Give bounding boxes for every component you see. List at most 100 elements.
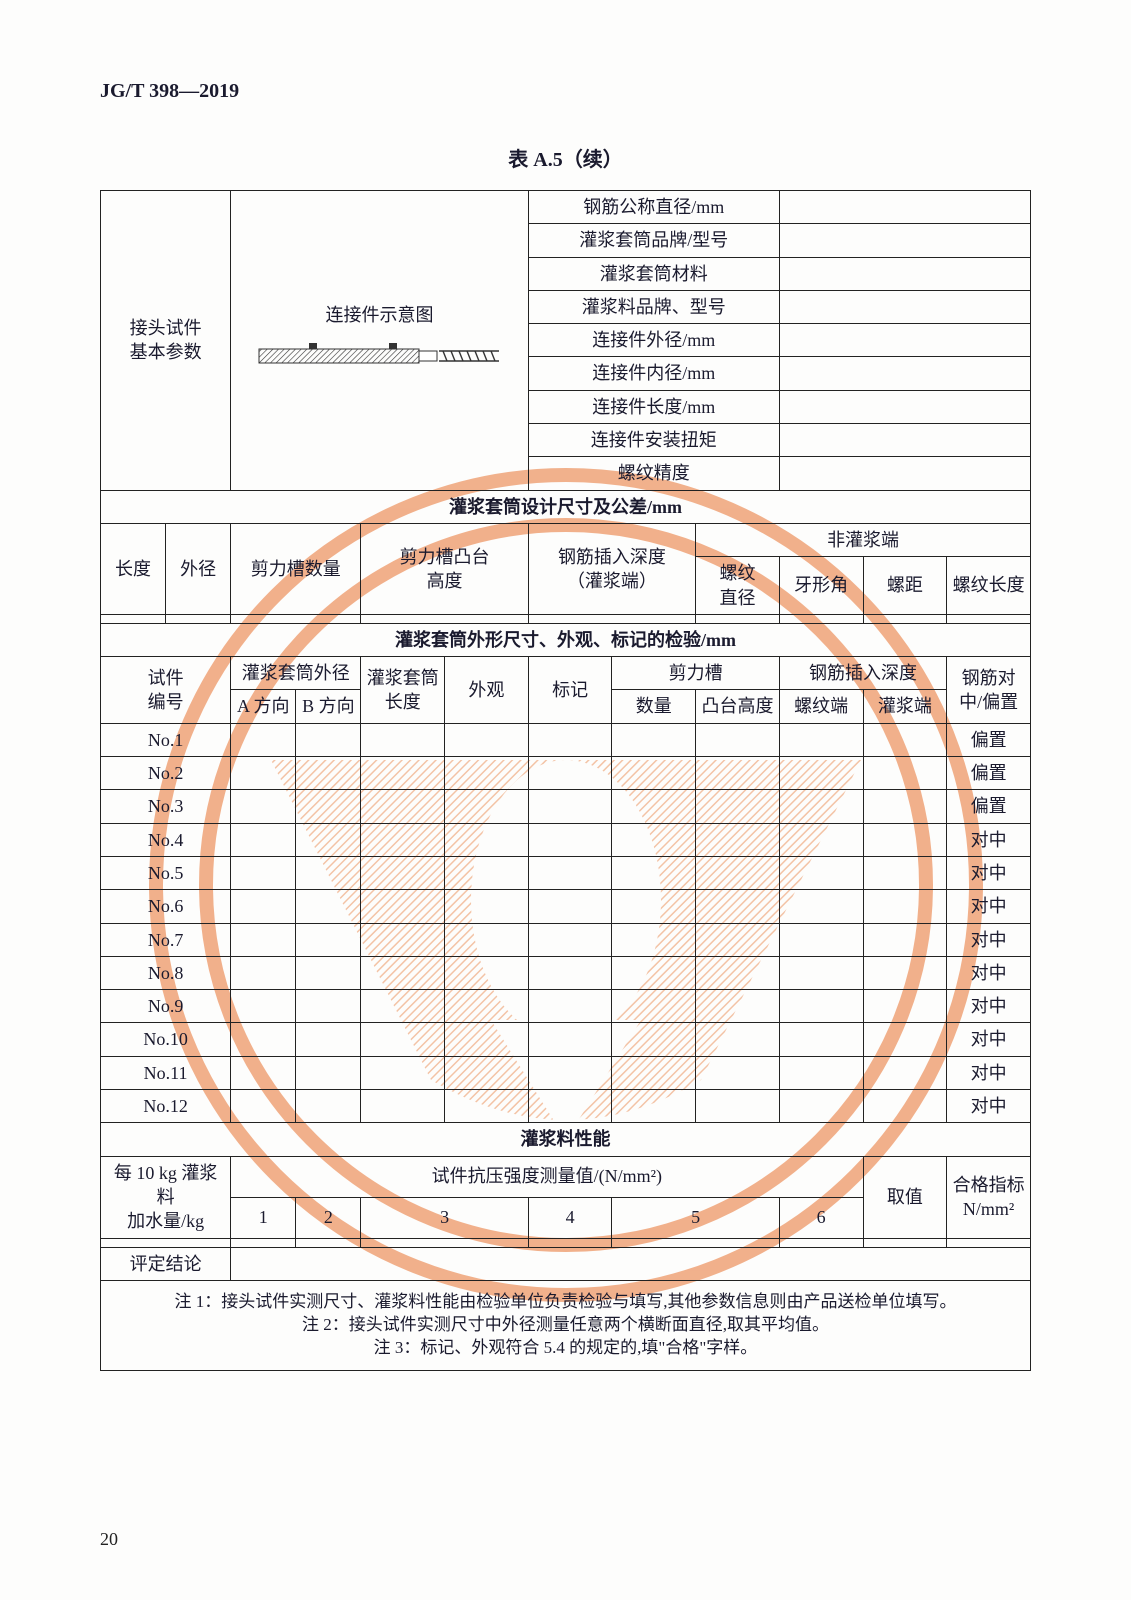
data-cell	[612, 990, 696, 1023]
strength-col: 2	[296, 1197, 361, 1238]
data-cell	[101, 1238, 231, 1247]
data-cell	[528, 956, 612, 989]
data-cell	[445, 823, 529, 856]
data-cell	[779, 723, 863, 756]
data-cell	[696, 923, 780, 956]
water-label: 每 10 kg 灌浆料 加水量/kg	[101, 1156, 231, 1238]
data-cell	[779, 757, 863, 790]
col-outer-dia: 外径	[166, 523, 231, 614]
align-value: 对中	[947, 923, 1031, 956]
data-cell	[863, 1023, 947, 1056]
conclusion-label: 评定结论	[101, 1247, 231, 1280]
col-shear-group: 剪力槽	[612, 657, 779, 690]
data-cell	[361, 956, 445, 989]
data-cell	[612, 856, 696, 889]
document-code: JG/T 398—2019	[100, 80, 1031, 103]
col-tooth-angle: 牙形角	[779, 557, 863, 615]
strength-col: 5	[612, 1197, 779, 1238]
param-label: 连接件内径/mm	[528, 357, 779, 390]
data-cell	[779, 823, 863, 856]
data-cell	[612, 790, 696, 823]
data-cell	[863, 1056, 947, 1089]
align-value: 对中	[947, 990, 1031, 1023]
col-outer-dia-group: 灌浆套筒外径	[231, 657, 361, 690]
data-cell	[361, 1056, 445, 1089]
data-cell	[445, 890, 529, 923]
data-cell	[612, 1090, 696, 1123]
data-cell	[361, 1090, 445, 1123]
data-cell	[696, 757, 780, 790]
data-cell	[863, 1238, 947, 1247]
section-title-design: 灌浆套筒设计尺寸及公差/mm	[101, 490, 1031, 523]
data-cell	[696, 856, 780, 889]
align-value: 对中	[947, 823, 1031, 856]
col-b-dir: B 方向	[296, 690, 361, 723]
note-3: 注 3：标记、外观符合 5.4 的规定的,填"合格"字样。	[121, 1337, 1010, 1360]
data-cell	[528, 790, 612, 823]
table-row: No.5对中	[101, 856, 1031, 889]
align-value: 偏置	[947, 790, 1031, 823]
pass-label: 合格指标 N/mm²	[947, 1156, 1031, 1238]
section-title-grout: 灌浆料性能	[101, 1123, 1031, 1156]
table-row: No.1偏置	[101, 723, 1031, 756]
param-value	[779, 324, 1030, 357]
data-cell	[231, 1023, 296, 1056]
table-row: No.10对中	[101, 1023, 1031, 1056]
data-cell	[296, 757, 361, 790]
data-cell	[361, 823, 445, 856]
table-row: No.2偏置	[101, 757, 1031, 790]
data-cell	[361, 614, 528, 623]
col-length: 长度	[101, 523, 166, 614]
data-cell	[863, 990, 947, 1023]
col-thread-dia: 螺纹 直径	[696, 557, 780, 615]
data-cell	[779, 1023, 863, 1056]
data-cell	[445, 956, 529, 989]
conclusion-value	[231, 1247, 1031, 1280]
param-label: 连接件长度/mm	[528, 390, 779, 423]
data-cell	[612, 1023, 696, 1056]
data-cell	[612, 890, 696, 923]
data-cell	[612, 956, 696, 989]
specimen-no: No.7	[101, 923, 231, 956]
param-label: 螺纹精度	[528, 457, 779, 490]
data-cell	[863, 890, 947, 923]
value-label: 取值	[863, 1156, 947, 1238]
data-cell	[296, 990, 361, 1023]
col-a-dir: A 方向	[231, 690, 296, 723]
data-cell	[231, 757, 296, 790]
data-cell	[445, 757, 529, 790]
col-shear-boss: 剪力槽凸台 高度	[361, 523, 528, 614]
data-cell	[231, 923, 296, 956]
data-cell	[779, 1238, 863, 1247]
param-label: 连接件安装扭矩	[528, 424, 779, 457]
data-cell	[863, 856, 947, 889]
table-row: No.11对中	[101, 1056, 1031, 1089]
data-cell	[361, 1023, 445, 1056]
param-label: 灌浆料品牌、型号	[528, 290, 779, 323]
data-cell	[528, 614, 695, 623]
data-cell	[361, 790, 445, 823]
data-cell	[696, 823, 780, 856]
data-cell	[445, 723, 529, 756]
data-cell	[863, 1090, 947, 1123]
data-cell	[528, 856, 612, 889]
data-cell	[779, 614, 863, 623]
data-cell	[528, 1238, 612, 1247]
specimen-no: No.8	[101, 956, 231, 989]
col-rebar-align: 钢筋对 中/偏置	[947, 657, 1031, 724]
data-cell	[947, 614, 1031, 623]
strength-col: 3	[361, 1197, 528, 1238]
data-cell	[947, 1238, 1031, 1247]
col-specimen-no: 试件 编号	[101, 657, 231, 724]
table-row: No.7 对中	[101, 923, 1031, 956]
data-cell	[296, 856, 361, 889]
data-cell	[696, 956, 780, 989]
param-label: 连接件外径/mm	[528, 324, 779, 357]
table-row: No.12对中	[101, 1090, 1031, 1123]
data-cell	[445, 923, 529, 956]
param-value	[779, 457, 1030, 490]
data-cell	[445, 790, 529, 823]
align-value: 对中	[947, 890, 1031, 923]
data-cell	[696, 890, 780, 923]
connector-schematic-icon	[249, 333, 509, 377]
